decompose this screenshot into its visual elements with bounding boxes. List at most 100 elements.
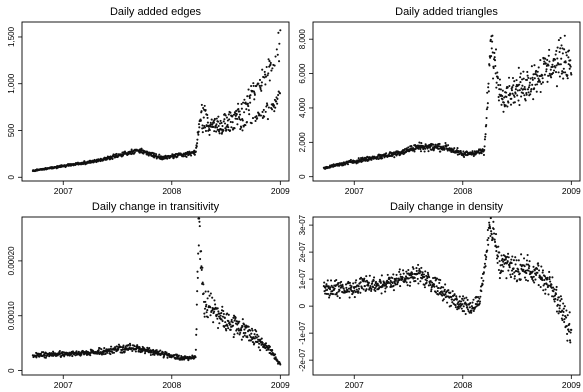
data-point xyxy=(529,90,532,93)
data-point xyxy=(100,348,103,351)
data-point xyxy=(351,293,354,296)
data-point xyxy=(568,339,572,342)
data-point xyxy=(537,66,540,69)
data-point xyxy=(510,89,514,92)
data-point xyxy=(411,273,414,276)
data-point xyxy=(242,332,245,335)
data-point xyxy=(271,67,274,70)
data-point xyxy=(454,304,457,307)
data-point xyxy=(229,328,232,331)
data-point xyxy=(261,110,264,114)
data-point xyxy=(526,70,529,73)
data-point xyxy=(453,147,456,150)
y-tick-label: 2e-07 xyxy=(298,241,307,262)
data-point xyxy=(243,98,246,101)
data-point xyxy=(408,284,411,287)
data-point xyxy=(89,354,92,357)
data-point xyxy=(250,84,253,88)
data-point xyxy=(379,280,382,283)
data-point xyxy=(407,268,410,272)
data-point xyxy=(232,336,235,339)
data-point xyxy=(328,296,331,299)
data-point xyxy=(233,333,236,336)
data-point xyxy=(395,277,398,280)
data-point xyxy=(392,289,396,292)
data-point xyxy=(491,237,494,240)
data-point xyxy=(514,92,517,95)
data-point xyxy=(197,244,200,247)
data-point xyxy=(483,145,486,148)
data-point xyxy=(229,111,232,114)
data-point xyxy=(211,123,214,126)
data-point xyxy=(516,279,519,282)
data-point xyxy=(229,120,232,124)
data-point xyxy=(466,308,470,311)
data-point xyxy=(333,287,336,290)
data-point xyxy=(540,277,544,280)
data-point xyxy=(327,292,330,296)
data-point xyxy=(565,316,568,319)
data-point xyxy=(238,320,241,323)
data-point xyxy=(123,350,126,353)
data-point xyxy=(495,257,499,260)
data-point xyxy=(268,79,271,82)
data-point xyxy=(211,296,214,299)
data-point xyxy=(373,283,376,287)
data-point xyxy=(205,311,208,314)
data-point xyxy=(149,353,152,357)
data-point xyxy=(208,294,211,297)
data-point xyxy=(551,276,554,279)
data-point xyxy=(449,291,452,294)
data-point xyxy=(498,88,501,91)
data-point xyxy=(391,276,394,280)
data-point xyxy=(487,82,490,85)
data-point xyxy=(493,51,496,55)
data-point xyxy=(560,72,563,75)
data-point xyxy=(266,104,269,107)
data-point xyxy=(195,333,198,336)
data-point xyxy=(439,150,442,153)
data-point xyxy=(373,276,376,279)
data-point xyxy=(202,106,205,110)
data-point xyxy=(478,300,482,303)
data-point xyxy=(216,317,219,320)
data-point xyxy=(422,273,426,276)
data-point xyxy=(193,153,196,156)
data-point xyxy=(560,57,563,60)
data-point xyxy=(533,77,536,80)
data-point xyxy=(388,277,391,280)
data-point xyxy=(492,227,495,231)
data-point xyxy=(526,88,529,91)
data-point xyxy=(548,60,551,63)
data-point xyxy=(153,152,156,155)
data-point xyxy=(539,90,542,94)
data-point xyxy=(353,289,356,292)
data-point xyxy=(514,256,517,259)
data-points xyxy=(31,29,282,173)
data-point xyxy=(417,263,420,266)
data-point xyxy=(539,59,542,62)
data-point xyxy=(451,301,454,304)
data-point xyxy=(502,110,505,113)
data-point xyxy=(385,152,388,155)
data-point xyxy=(569,71,573,75)
data-point xyxy=(507,101,510,104)
data-point xyxy=(194,348,197,351)
data-point xyxy=(513,80,516,83)
panel-2: Daily added triangles 2007 2008 2009 0 2,000 4… xyxy=(298,6,581,196)
data-point xyxy=(568,322,571,326)
data-point xyxy=(227,313,230,316)
data-point xyxy=(486,102,489,105)
data-point xyxy=(258,113,261,116)
data-point xyxy=(544,292,547,295)
data-point xyxy=(273,110,276,113)
data-point xyxy=(264,73,267,76)
data-point xyxy=(413,276,416,279)
data-point xyxy=(268,345,271,348)
data-point xyxy=(226,324,229,328)
data-point xyxy=(227,320,230,323)
data-point xyxy=(341,285,344,288)
data-point xyxy=(106,351,109,354)
data-point xyxy=(511,92,514,95)
data-point xyxy=(379,281,382,284)
